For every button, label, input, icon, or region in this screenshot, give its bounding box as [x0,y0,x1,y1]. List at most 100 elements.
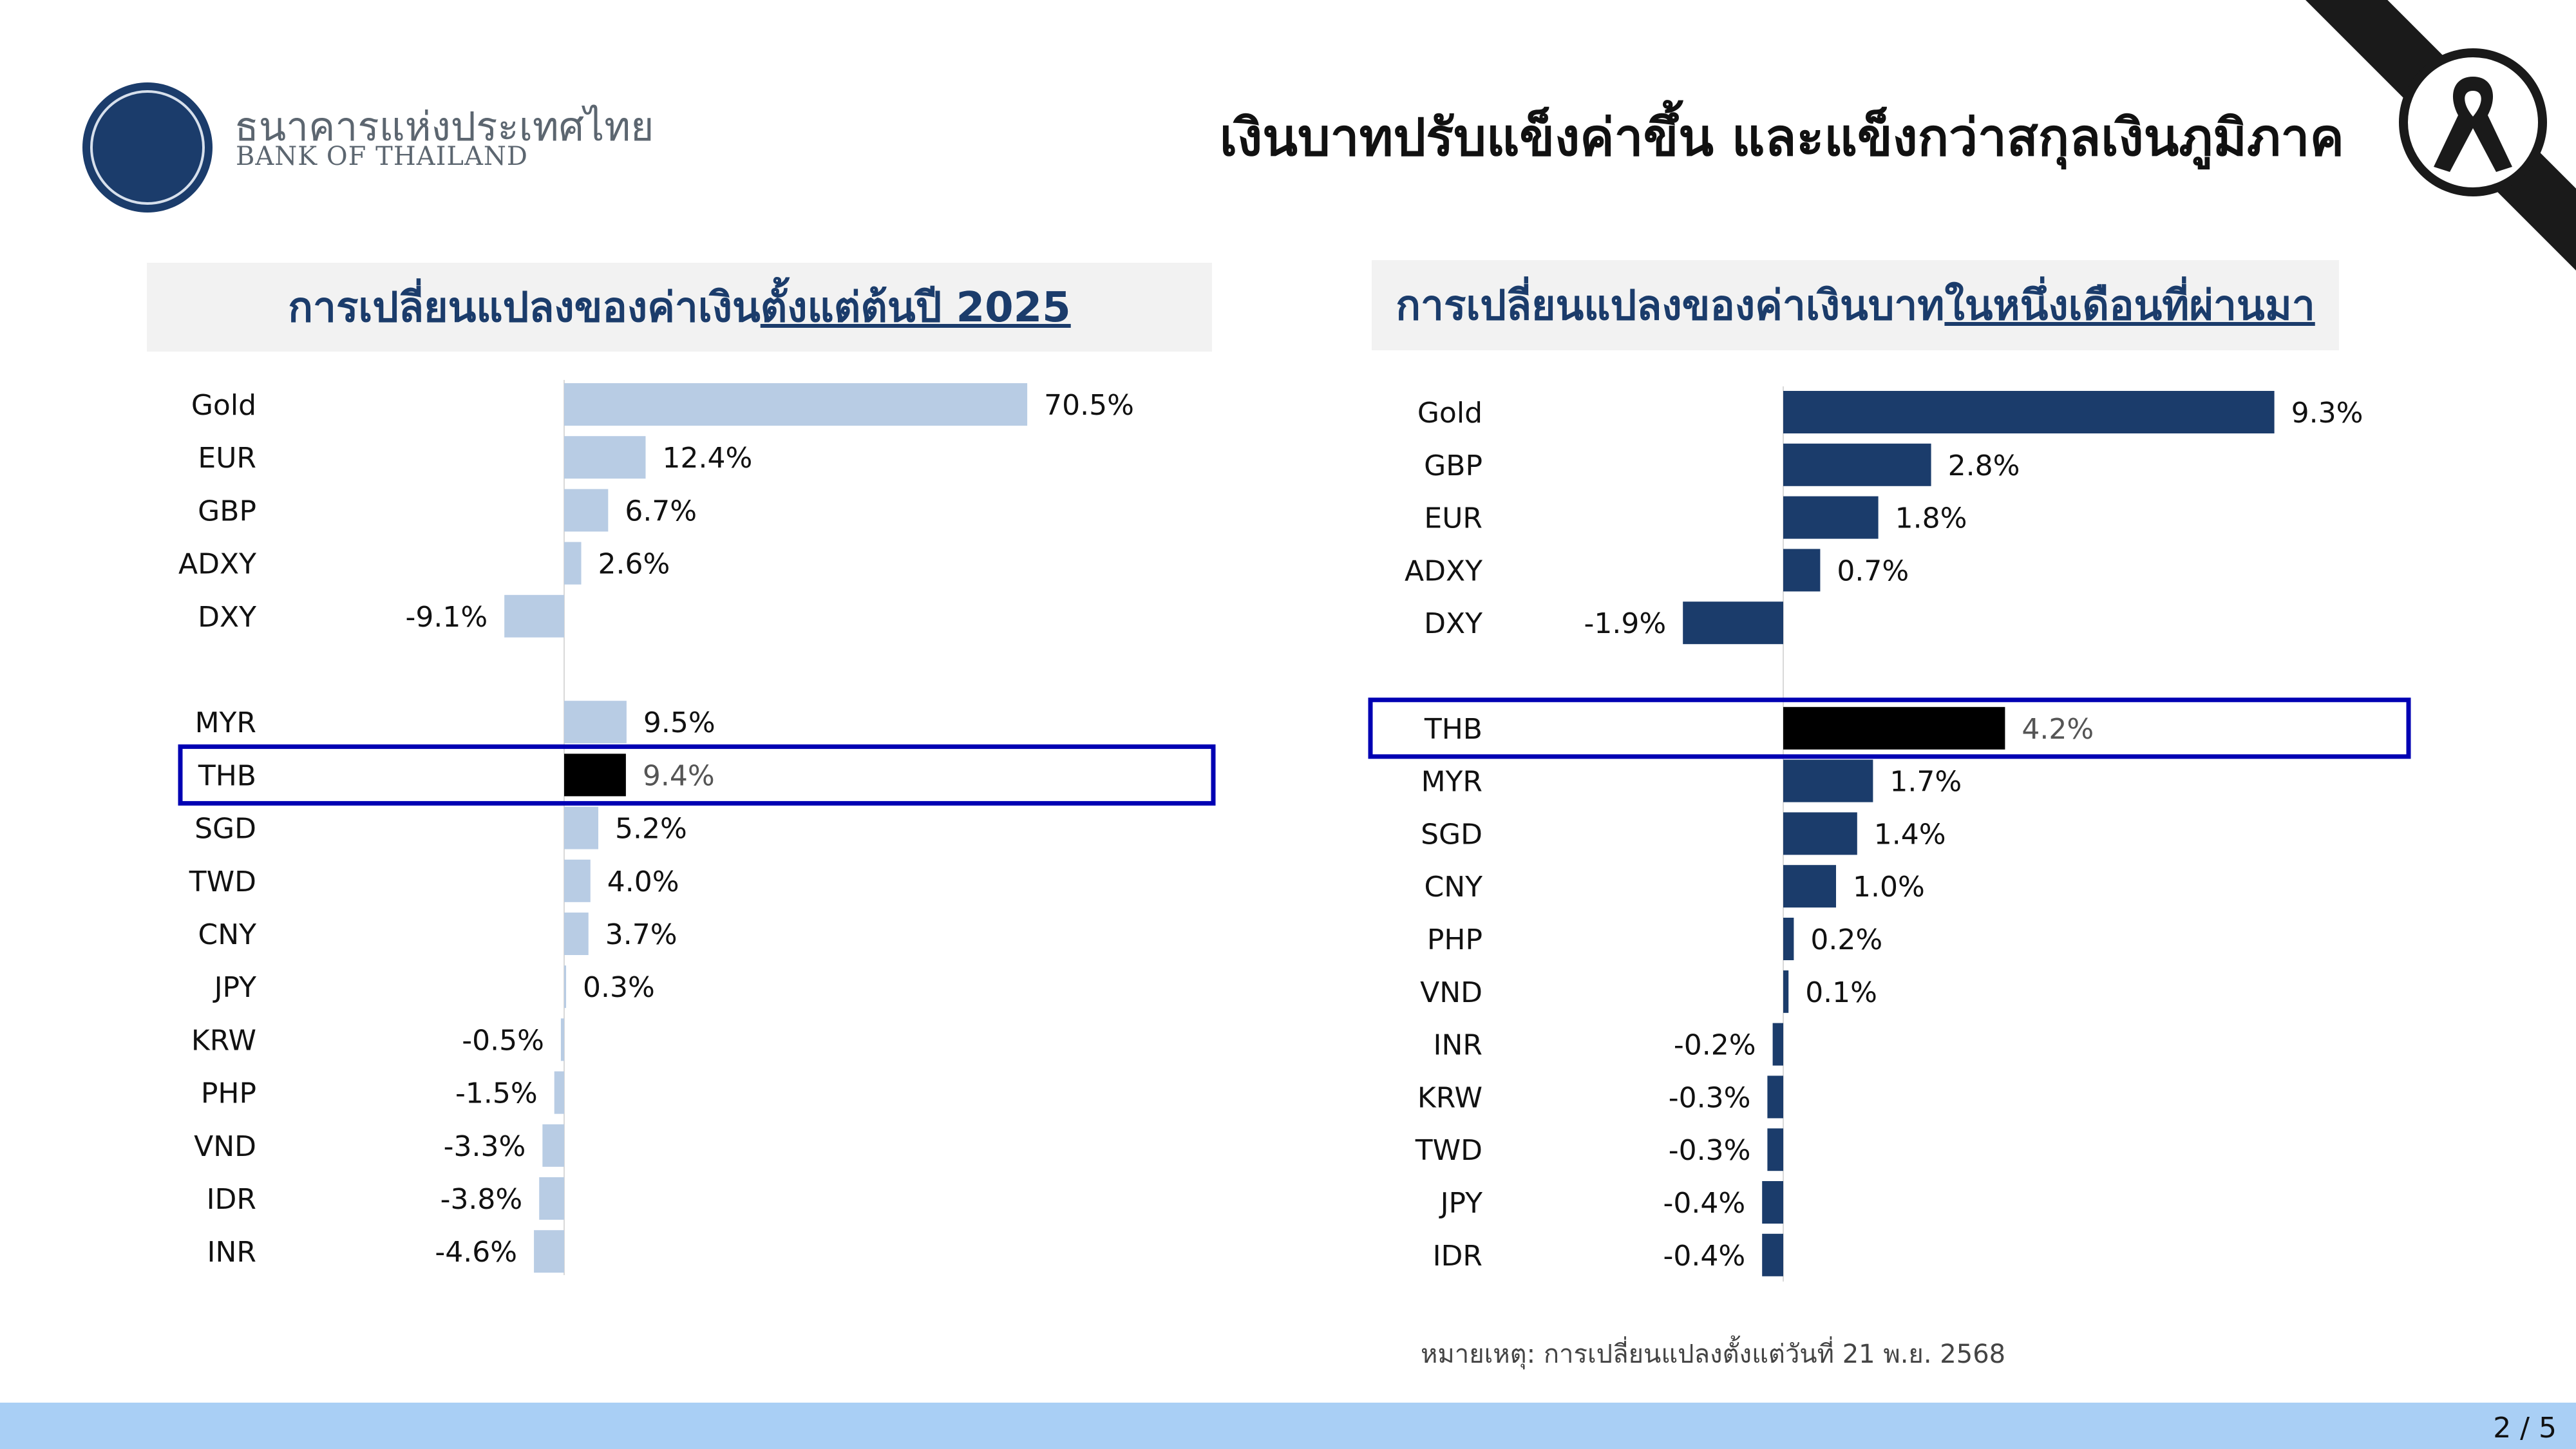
left-value-label-adxy: 2.6% [598,548,670,581]
right-value-label-cny: 1.0% [1853,871,1925,904]
left-bar-myr [564,701,627,744]
right-value-label-dxy: -1.9% [1584,607,1667,640]
left-bar-sgd [564,806,599,849]
left-value-label-gold: 70.5% [1044,389,1134,422]
right-bar-myr [1783,759,1873,802]
left-value-label-gbp: 6.7% [625,495,697,527]
left-bar-vnd [542,1124,564,1167]
left-bar-inr [534,1230,564,1273]
left-category-label-vnd: VND [194,1130,256,1163]
right-category-label-krw: KRW [1417,1081,1482,1114]
right-category-label-eur: EUR [1424,502,1482,535]
left-bar-twd [564,859,591,902]
left-category-label-inr: INR [207,1236,256,1269]
right-chart-title: การเปลี่ยนแปลงของค่าเงินบาท ในหนึ่งเดือนท… [1372,260,2339,350]
left-value-label-sgd: 5.2% [615,813,687,846]
left-category-label-idr: IDR [207,1183,256,1216]
right-bar-eur [1783,496,1879,539]
right-value-label-twd: -0.3% [1669,1134,1751,1167]
right-category-label-sgd: SGD [1421,818,1482,851]
right-bar-gold [1783,391,2275,433]
right-bar-gbp [1783,443,1931,486]
left-highlight-box-thb [178,744,1216,806]
right-value-label-jpy: -0.4% [1663,1187,1746,1220]
bank-of-thailand-logo [82,82,213,213]
left-value-label-thb: 9.4% [643,759,715,792]
right-value-label-inr: -0.2% [1674,1029,1756,1062]
right-category-label-dxy: DXY [1424,607,1482,640]
left-bar-idr [539,1177,564,1220]
left-category-label-jpy: JPY [213,971,257,1004]
left-category-label-twd: TWD [189,866,256,898]
right-category-label-php: PHP [1427,923,1482,956]
left-value-label-jpy: 0.3% [583,971,655,1004]
right-chart-title-prefix: การเปลี่ยนแปลงของค่าเงินบาท [1396,282,1945,330]
left-category-label-krw: KRW [191,1024,256,1057]
right-bar-jpy [1762,1181,1783,1224]
right-category-label-cny: CNY [1424,871,1482,904]
left-bar-jpy [564,965,567,1009]
left-chart-title-prefix: การเปลี่ยนแปลงของค่าเงิน [288,284,761,332]
logo-thai-name: ธนาคารแห่งประเทศไทย [234,103,654,150]
left-category-label-myr: MYR [195,706,256,739]
left-category-label-eur: EUR [198,442,256,475]
right-bar-dxy [1683,601,1783,645]
right-category-label-jpy: JPY [1439,1187,1483,1220]
right-bar-twd [1767,1128,1783,1171]
right-bar-adxy [1783,549,1821,592]
left-bar-adxy [564,542,582,585]
left-category-label-thb: THB [198,759,256,792]
left-chart-title-period: ตั้งแต่ต้นปี 2025 [760,284,1071,332]
left-category-label-gbp: GBP [198,495,256,527]
logo-english-name: BANK OF THAILAND [236,142,528,171]
left-bar-php [554,1071,564,1114]
right-value-label-sgd: 1.4% [1874,818,1946,851]
right-highlight-box-thb [1368,697,2411,759]
right-value-label-krw: -0.3% [1669,1081,1751,1114]
right-bar-inr [1772,1023,1783,1066]
right-value-label-php: 0.2% [1810,923,1882,956]
left-bar-gold [564,383,1028,426]
left-category-label-php: PHP [201,1077,256,1110]
left-bar-thb [564,753,626,797]
right-bar-cny [1783,865,1836,908]
left-value-label-vnd: -3.3% [444,1130,526,1163]
left-value-label-twd: 4.0% [607,866,679,898]
right-category-label-gbp: GBP [1424,450,1482,482]
right-value-label-vnd: 0.1% [1805,976,1877,1009]
left-value-label-eur: 12.4% [662,442,752,475]
right-value-label-thb: 4.2% [2022,713,2094,746]
page-title: เงินบาทปรับแข็งค่าขึ้น และแข็งกว่าสกุลเง… [1219,108,2344,167]
right-value-label-gold: 9.3% [2291,397,2363,430]
footnote: หมายเหตุ: การเปลี่ยนแปลงตั้งแต่วันที่ 21… [1421,1340,2006,1369]
left-bar-cny [564,913,589,955]
page-number: 2 / 5 [2493,1412,2557,1444]
right-category-label-adxy: ADXY [1405,554,1482,587]
right-value-label-gbp: 2.8% [1948,450,2020,482]
right-chart-title-period: ในหนึ่งเดือนที่ผ่านมา [1944,282,2315,330]
right-category-label-gold: Gold [1417,397,1482,430]
right-bar-sgd [1783,812,1857,855]
right-category-label-idr: IDR [1433,1240,1482,1273]
right-bar-krw [1767,1075,1783,1119]
left-bar-krw [560,1018,564,1061]
left-bar-eur [564,436,646,479]
left-category-label-adxy: ADXY [178,548,256,581]
left-value-label-inr: -4.6% [435,1236,517,1269]
right-value-label-adxy: 0.7% [1837,554,1909,587]
left-category-label-gold: Gold [191,389,256,422]
right-bar-php [1783,918,1794,960]
right-category-label-vnd: VND [1420,976,1482,1009]
left-category-label-dxy: DXY [198,601,256,634]
right-category-label-twd: TWD [1415,1134,1482,1167]
left-value-label-idr: -3.8% [440,1183,523,1216]
right-category-label-thb: THB [1424,713,1482,746]
right-bar-vnd [1783,970,1789,1013]
right-value-label-idr: -0.4% [1663,1240,1746,1273]
left-value-label-cny: 3.7% [605,918,677,951]
footer-bar: 2 / 5 [0,1403,2576,1449]
right-bar-thb [1783,706,2005,750]
left-value-label-dxy: -9.1% [406,601,488,634]
right-value-label-myr: 1.7% [1889,766,1962,799]
